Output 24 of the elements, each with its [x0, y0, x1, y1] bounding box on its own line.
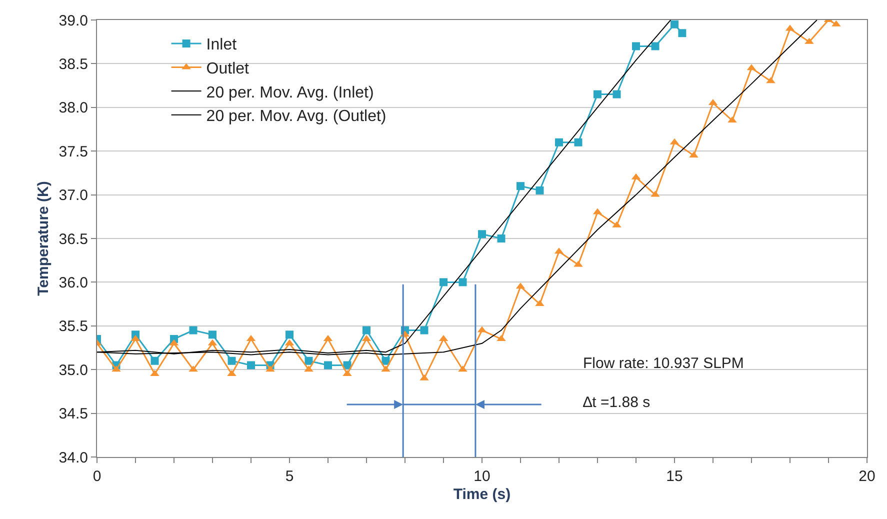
y-tick-label: 38.0 [58, 100, 88, 117]
x-tick-label: 0 [92, 468, 102, 485]
y-tick-label: 35.0 [58, 362, 88, 379]
y-tick-label: 37.5 [58, 143, 88, 160]
legend-label: Inlet [206, 36, 238, 54]
x-tick-label: 10 [474, 468, 490, 485]
x-axis-title: Time (s) [453, 486, 511, 503]
x-tick-label: 20 [858, 468, 876, 485]
legend-label: 20 per. Mov. Avg. (Outlet) [206, 108, 386, 126]
x-tick-label: 15 [666, 468, 683, 485]
y-tick-label: 38.5 [58, 56, 88, 73]
legend-label: 20 per. Mov. Avg. (Inlet) [206, 84, 374, 102]
y-axis-title: Temperature (K) [35, 181, 52, 296]
annotation: Flow rate: 10.937 SLPM [583, 355, 744, 372]
y-tick-label: 34.0 [58, 449, 88, 466]
x-tick-label: 5 [285, 468, 294, 485]
y-tick-label: 37.0 [58, 187, 88, 204]
y-tick-label: 35.5 [58, 318, 88, 336]
annotation: ∆t =1.88 s [583, 394, 650, 411]
y-tick-label: 36.5 [58, 230, 88, 248]
y-tick-label: 34.5 [58, 406, 88, 423]
y-tick-label: 36.0 [58, 274, 88, 292]
legend-label: Outlet [206, 60, 250, 78]
y-tick-label: 39.0 [58, 12, 88, 30]
